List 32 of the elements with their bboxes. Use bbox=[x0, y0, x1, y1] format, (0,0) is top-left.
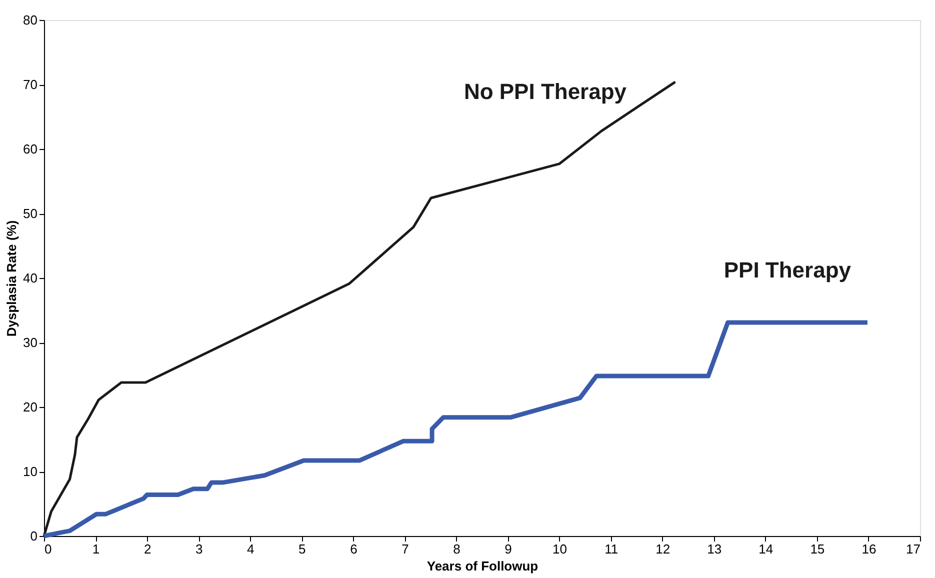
x-axis-title: Years of Followup bbox=[426, 558, 538, 574]
x-tick-label: 3 bbox=[195, 542, 203, 556]
y-tick-label: 20 bbox=[23, 400, 38, 414]
x-tick-label: 14 bbox=[758, 542, 774, 556]
y-axis-title: Dysplasia Rate (%) bbox=[4, 220, 20, 337]
x-tick-label: 15 bbox=[810, 542, 825, 556]
x-tick-label: 13 bbox=[707, 542, 722, 556]
series-label: No PPI Therapy bbox=[464, 78, 628, 104]
y-tick-label: 10 bbox=[23, 464, 38, 479]
x-tick-label: 17 bbox=[906, 542, 920, 556]
x-tick-label: 2 bbox=[144, 542, 152, 556]
y-tick-label: 80 bbox=[23, 12, 38, 28]
x-tick-label: 16 bbox=[862, 542, 876, 556]
x-tick-label: 6 bbox=[350, 542, 358, 556]
y-tick-label: 60 bbox=[23, 142, 38, 156]
x-tick-label: 7 bbox=[402, 542, 409, 556]
y-tick-label: 50 bbox=[23, 206, 38, 221]
x-tick-label: 12 bbox=[656, 542, 670, 556]
y-tick-label: 30 bbox=[23, 335, 38, 350]
y-tick-label: 0 bbox=[30, 528, 38, 544]
y-tick-label: 70 bbox=[23, 77, 38, 92]
y-tick-label: 40 bbox=[23, 270, 38, 286]
x-tick-label: 0 bbox=[44, 542, 52, 556]
series-label: PPI Therapy bbox=[724, 258, 852, 283]
x-tick-label: 1 bbox=[92, 542, 100, 556]
x-tick-label: 8 bbox=[453, 542, 460, 556]
x-tick-label: 10 bbox=[552, 542, 568, 556]
x-tick-label: 11 bbox=[604, 542, 618, 556]
x-tick-label: 4 bbox=[247, 542, 254, 556]
line-series bbox=[42, 80, 676, 538]
x-tick-label: 5 bbox=[298, 542, 306, 556]
x-tick-label: 9 bbox=[504, 542, 512, 556]
